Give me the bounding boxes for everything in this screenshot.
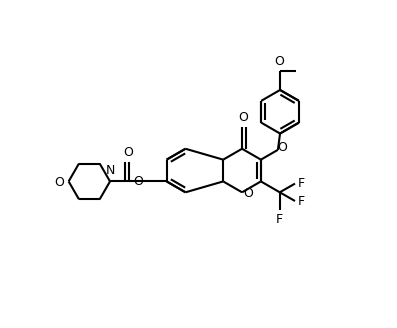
- Text: O: O: [274, 55, 284, 68]
- Text: F: F: [276, 213, 283, 226]
- Text: O: O: [54, 176, 64, 189]
- Text: O: O: [133, 175, 143, 188]
- Text: O: O: [123, 146, 133, 158]
- Text: F: F: [298, 177, 305, 190]
- Text: N: N: [105, 165, 115, 177]
- Text: F: F: [298, 195, 305, 208]
- Text: O: O: [243, 187, 253, 200]
- Text: O: O: [277, 141, 287, 154]
- Text: O: O: [238, 111, 248, 124]
